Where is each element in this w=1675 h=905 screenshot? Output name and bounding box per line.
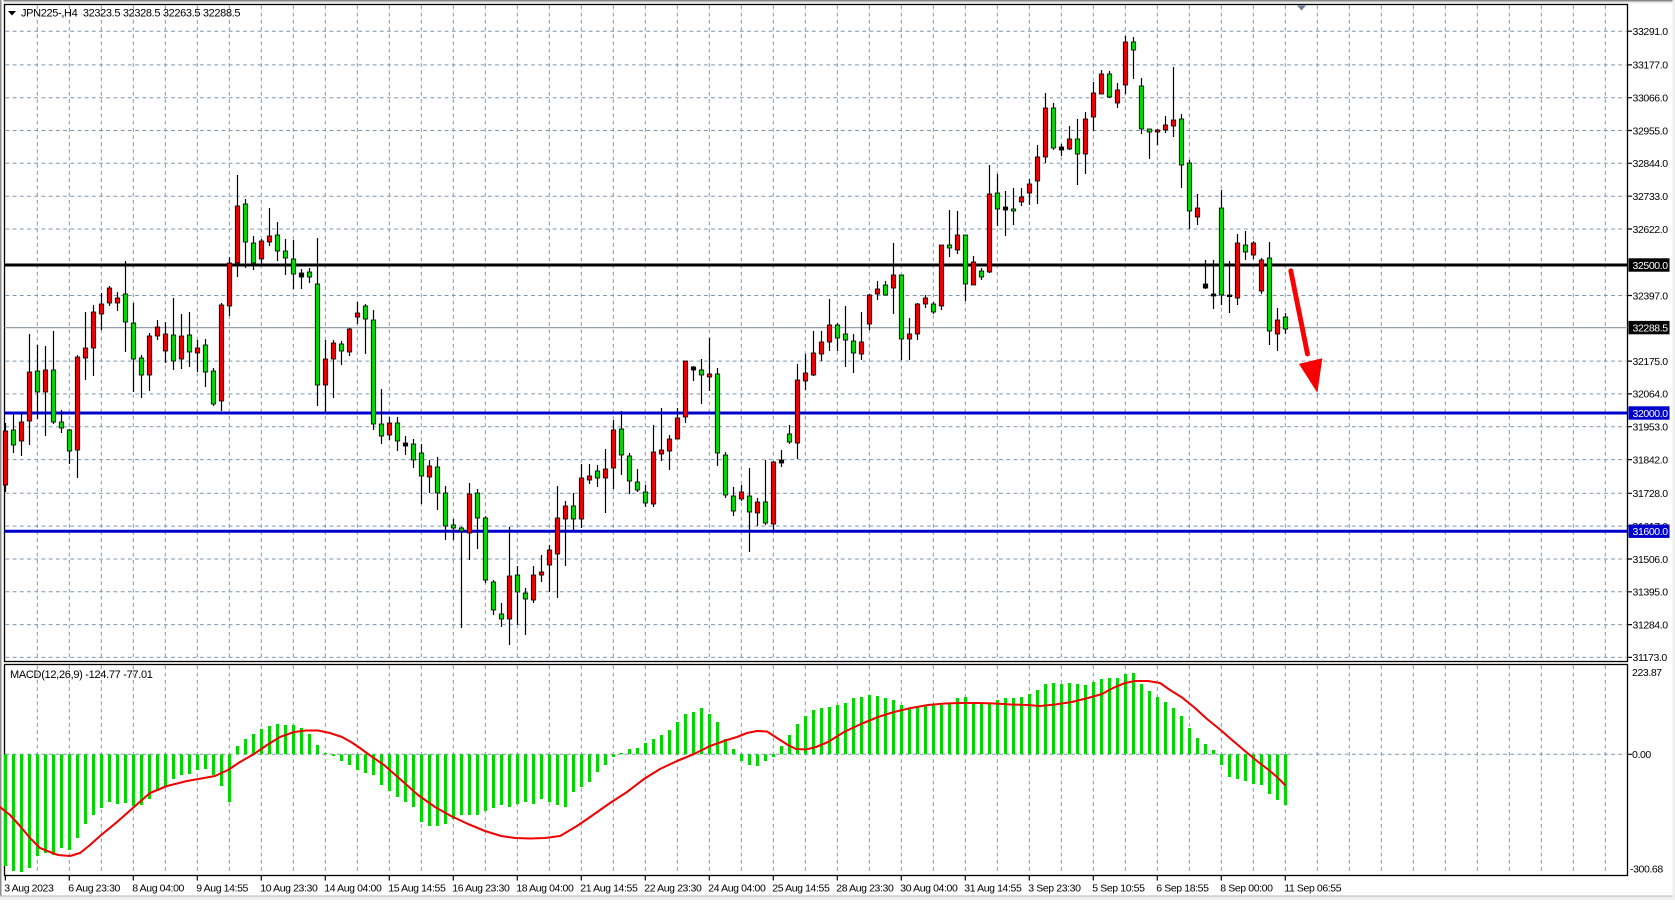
svg-text:31506.0: 31506.0 (1633, 554, 1669, 566)
svg-text:MACD(12,26,9) -124.77 -77.01: MACD(12,26,9) -124.77 -77.01 (10, 669, 153, 681)
svg-text:6 Aug 23:30: 6 Aug 23:30 (68, 883, 120, 895)
svg-text:3 Sep 23:30: 3 Sep 23:30 (1028, 883, 1081, 895)
svg-text:32844.0: 32844.0 (1633, 158, 1669, 170)
svg-text:30 Aug 04:00: 30 Aug 04:00 (900, 883, 958, 895)
svg-text:14 Aug 04:00: 14 Aug 04:00 (324, 883, 382, 895)
svg-text:3 Aug 2023: 3 Aug 2023 (4, 883, 54, 895)
svg-text:22 Aug 23:30: 22 Aug 23:30 (644, 883, 702, 895)
svg-text:32733.0: 32733.0 (1633, 191, 1669, 203)
svg-text:31 Aug 14:55: 31 Aug 14:55 (964, 883, 1022, 895)
svg-text:5 Sep 10:55: 5 Sep 10:55 (1092, 883, 1145, 895)
svg-text:-300.68: -300.68 (1630, 864, 1663, 876)
svg-text:32064.0: 32064.0 (1633, 389, 1669, 401)
svg-text:31728.0: 31728.0 (1633, 488, 1669, 500)
svg-text:33291.0: 33291.0 (1633, 26, 1669, 38)
svg-text:32397.0: 32397.0 (1633, 290, 1669, 302)
svg-text:25 Aug 14:55: 25 Aug 14:55 (772, 883, 830, 895)
svg-text:JPN225-,H4 32323.5 32328.5 32: JPN225-,H4 32323.5 32328.5 32263.5 32288… (21, 8, 240, 20)
svg-text:31284.0: 31284.0 (1633, 619, 1669, 631)
svg-text:32000.0: 32000.0 (1633, 408, 1669, 420)
svg-text:9 Aug 14:55: 9 Aug 14:55 (196, 883, 248, 895)
svg-text:6 Sep 18:55: 6 Sep 18:55 (1156, 883, 1209, 895)
svg-text:11 Sep 06:55: 11 Sep 06:55 (1284, 883, 1341, 895)
svg-text:21 Aug 14:55: 21 Aug 14:55 (580, 883, 638, 895)
svg-text:31842.0: 31842.0 (1633, 454, 1669, 466)
svg-text:8 Aug 04:00: 8 Aug 04:00 (132, 883, 184, 895)
svg-text:31953.0: 31953.0 (1633, 422, 1669, 434)
svg-text:31395.0: 31395.0 (1633, 587, 1669, 599)
svg-text:33066.0: 33066.0 (1633, 93, 1669, 105)
svg-text:32500.0: 32500.0 (1633, 260, 1669, 272)
svg-text:223.87: 223.87 (1632, 667, 1662, 679)
svg-text:15 Aug 14:55: 15 Aug 14:55 (388, 883, 446, 895)
svg-text:31173.0: 31173.0 (1633, 652, 1668, 664)
svg-text:32622.0: 32622.0 (1633, 224, 1669, 236)
svg-text:0.00: 0.00 (1632, 749, 1651, 761)
svg-text:16 Aug 23:30: 16 Aug 23:30 (452, 883, 510, 895)
svg-text:8 Sep 00:00: 8 Sep 00:00 (1220, 883, 1273, 895)
svg-text:31600.0: 31600.0 (1633, 526, 1669, 538)
svg-text:32175.0: 32175.0 (1633, 356, 1669, 368)
svg-text:24 Aug 04:00: 24 Aug 04:00 (708, 883, 766, 895)
svg-text:10 Aug 23:30: 10 Aug 23:30 (260, 883, 318, 895)
svg-text:28 Aug 23:30: 28 Aug 23:30 (836, 883, 894, 895)
svg-text:32955.0: 32955.0 (1633, 125, 1669, 137)
svg-text:18 Aug 04:00: 18 Aug 04:00 (516, 883, 574, 895)
svg-text:32288.5: 32288.5 (1633, 322, 1669, 334)
svg-text:33177.0: 33177.0 (1633, 60, 1669, 72)
